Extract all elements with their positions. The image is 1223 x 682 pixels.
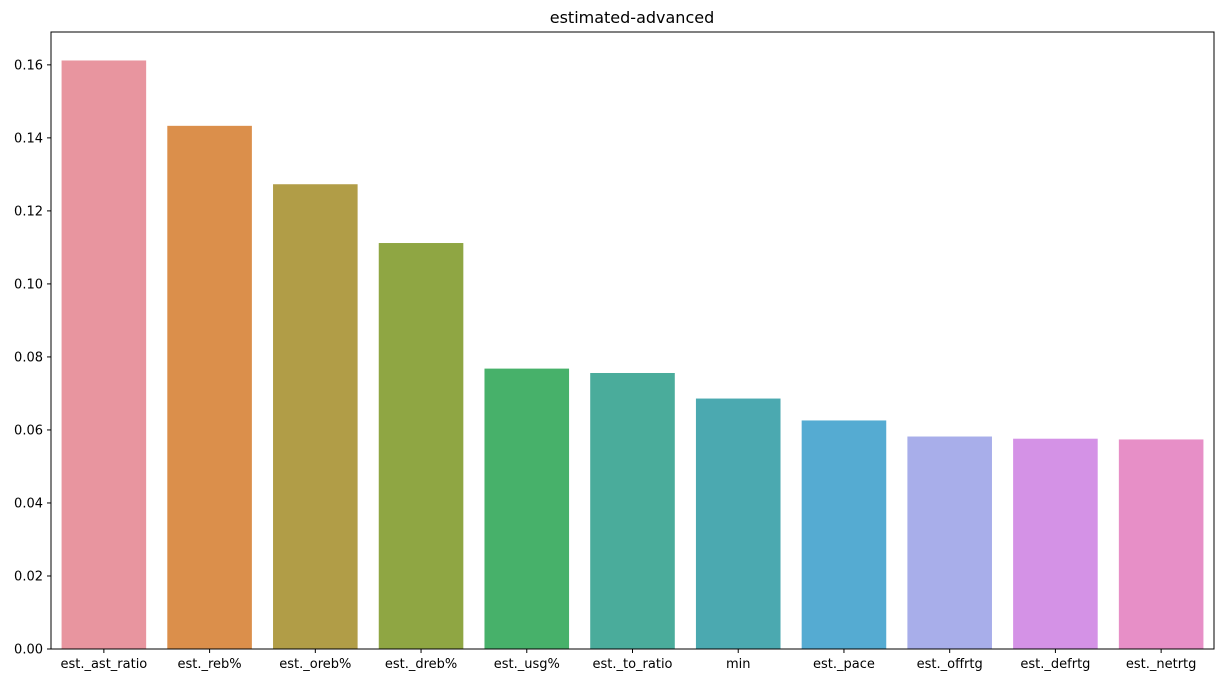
bars-group [61,60,1204,649]
y-tick-label: 0.02 [14,569,43,584]
bar [590,372,675,649]
bar [695,398,781,649]
x-tick-label: est._pace [813,657,875,672]
x-tick-label: min [726,657,751,672]
y-tick-label: 0.00 [14,643,43,658]
x-tick-label: est._reb% [178,657,242,672]
bar [1013,438,1098,649]
x-tick-label: est._oreb% [279,657,351,672]
x-tick-label: est._to_ratio [592,657,672,672]
x-tick-label: est._netrtg [1126,657,1197,672]
bar [484,368,570,649]
bar [61,60,147,649]
y-tick-label: 0.10 [14,277,43,292]
bar [1118,439,1204,649]
bar [378,243,464,649]
y-axis: 0.00 0.02 0.04 0.06 0.08 0.10 0.12 0.14 0.16 [14,58,51,658]
y-tick-label: 0.16 [14,58,43,73]
bar [907,436,992,649]
x-axis: est._ast_ratio est._reb% est._oreb% est._dr… [60,649,1196,672]
x-tick-label: est._offrtg [917,657,983,672]
y-tick-label: 0.12 [14,204,43,219]
x-tick-label: est._dreb% [385,657,457,672]
y-tick-label: 0.08 [14,350,43,365]
bar [273,184,358,649]
plot-frame [50,31,1215,650]
bar [167,125,252,649]
x-tick-label: est._ast_ratio [60,657,147,672]
chart-title: estimated-advanced [550,8,715,27]
x-tick-label: est._defrtg [1020,657,1090,672]
y-tick-label: 0.06 [14,423,43,438]
bar [801,420,887,649]
y-tick-label: 0.04 [14,496,43,511]
x-tick-label: est._usg% [494,657,560,672]
y-tick-label: 0.14 [14,131,43,146]
